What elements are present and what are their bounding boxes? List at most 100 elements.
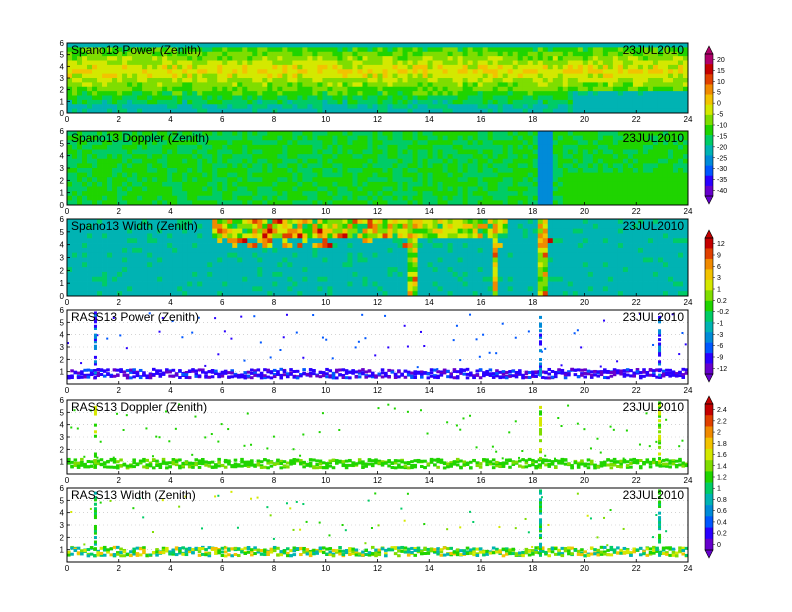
y-tick-label: 4 — [60, 509, 65, 518]
colorbar-label: -6 — [717, 343, 723, 350]
y-tick-label: 3 — [60, 343, 65, 352]
y-tick-label: 4 — [60, 421, 65, 430]
panel-3-data — [67, 219, 689, 297]
x-tick-label: 4 — [168, 207, 173, 216]
y-tick-label: 3 — [60, 254, 65, 263]
x-tick-label: 4 — [168, 115, 173, 124]
y-tick-label: 5 — [60, 139, 65, 148]
x-tick-label: 22 — [632, 476, 641, 485]
x-tick-label: 8 — [272, 564, 277, 573]
x-tick-label: 24 — [684, 476, 693, 485]
y-tick-label: 3 — [60, 433, 65, 442]
y-tick-label: 0 — [60, 109, 65, 118]
x-tick-label: 14 — [425, 298, 434, 307]
y-tick-label: 1 — [60, 279, 65, 288]
y-tick-label: 1 — [60, 458, 65, 467]
colorbar-label: 10 — [717, 79, 725, 86]
panel-date: 23JUL2010 — [623, 310, 685, 324]
y-tick-label: 0 — [60, 201, 65, 210]
x-tick-label: 0 — [65, 564, 70, 573]
y-tick-label: 1 — [60, 97, 65, 106]
colorbar-label: 1.2 — [717, 475, 727, 482]
x-tick-label: 4 — [168, 298, 173, 307]
y-tick-label: 5 — [60, 318, 65, 327]
x-tick-label: 16 — [477, 298, 486, 307]
x-tick-label: 8 — [272, 115, 277, 124]
x-tick-label: 20 — [580, 298, 589, 307]
x-tick-label: 6 — [220, 115, 225, 124]
x-tick-label: 22 — [632, 115, 641, 124]
y-tick-label: 1 — [60, 189, 65, 198]
colorbar-label: 1 — [717, 486, 721, 493]
x-tick-label: 12 — [373, 207, 382, 216]
y-tick-label: 1 — [60, 546, 65, 555]
x-tick-label: 24 — [684, 115, 693, 124]
colorbar-label: 20 — [717, 57, 725, 64]
colorbar-label: 12 — [717, 241, 725, 248]
x-tick-label: 24 — [684, 298, 693, 307]
colorbar-label: -30 — [717, 166, 727, 173]
x-tick-label: 12 — [373, 476, 382, 485]
x-tick-label: 2 — [117, 564, 122, 573]
colorbar-label: 0.6 — [717, 508, 727, 515]
x-tick-label: 8 — [272, 207, 277, 216]
colorbar-label: 3 — [717, 275, 721, 282]
x-tick-label: 6 — [220, 207, 225, 216]
y-tick-label: 3 — [60, 164, 65, 173]
y-tick-label: 3 — [60, 74, 65, 83]
x-tick-label: 22 — [632, 298, 641, 307]
x-tick-label: 18 — [528, 207, 537, 216]
panel-title: Spano13 Doppler (Zenith) — [71, 131, 209, 145]
colorbar-label: 9 — [717, 253, 721, 260]
x-tick-label: 18 — [528, 564, 537, 573]
colorbar-label: 0 — [717, 542, 721, 549]
x-tick-label: 14 — [425, 207, 434, 216]
y-tick-label: 4 — [60, 331, 65, 340]
x-tick-label: 16 — [477, 207, 486, 216]
panel-title: RASS13 Doppler (Zenith) — [71, 400, 207, 414]
colorbar-label: -9 — [717, 355, 723, 362]
x-tick-label: 2 — [117, 476, 122, 485]
x-tick-label: 12 — [373, 115, 382, 124]
panel-date: 23JUL2010 — [623, 400, 685, 414]
x-tick-label: 20 — [580, 386, 589, 395]
x-tick-label: 16 — [477, 564, 486, 573]
x-tick-label: 18 — [528, 115, 537, 124]
colorbar-label: 0.8 — [717, 497, 727, 504]
panel-title: Spano13 Width (Zenith) — [71, 219, 198, 233]
x-tick-label: 8 — [272, 298, 277, 307]
panel-date: 23JUL2010 — [623, 488, 685, 502]
x-tick-label: 16 — [477, 386, 486, 395]
colorbar-label: -5 — [717, 112, 723, 119]
colorbar-label: -15 — [717, 133, 727, 140]
colorbar-1: 20 15 10 5 0 -5 -10 -15 -20 -25 -30 -35 -40 — [704, 45, 727, 205]
y-tick-label: 5 — [60, 408, 65, 417]
x-tick-label: 24 — [684, 207, 693, 216]
colorbar-label: 1.6 — [717, 452, 727, 459]
colorbar-label: -35 — [717, 177, 727, 184]
y-tick-label: 5 — [60, 228, 65, 237]
panel-1-data — [67, 43, 689, 114]
colorbar-label: 6 — [717, 264, 721, 271]
x-tick-label: 10 — [321, 115, 330, 124]
colorbar-label: -12 — [717, 366, 727, 373]
x-tick-label: 0 — [65, 386, 70, 395]
x-tick-label: 0 — [65, 298, 70, 307]
y-tick-label: 6 — [60, 127, 65, 136]
y-tick-label: 6 — [60, 39, 65, 48]
x-tick-label: 10 — [321, 564, 330, 573]
x-tick-label: 10 — [321, 298, 330, 307]
colorbar-label: 5 — [717, 90, 721, 97]
colorbar-2: 12 9 6 3 1 0.2 -0.2 -1 -3 -6 -9 -12 — [704, 229, 729, 383]
panel-date: 23JUL2010 — [623, 131, 685, 145]
x-tick-label: 0 — [65, 115, 70, 124]
y-tick-label: 6 — [60, 396, 65, 405]
y-tick-label: 3 — [60, 521, 65, 530]
colorbar-label: -1 — [717, 321, 723, 328]
x-tick-label: 2 — [117, 115, 122, 124]
y-tick-label: 4 — [60, 152, 65, 161]
x-tick-label: 20 — [580, 564, 589, 573]
